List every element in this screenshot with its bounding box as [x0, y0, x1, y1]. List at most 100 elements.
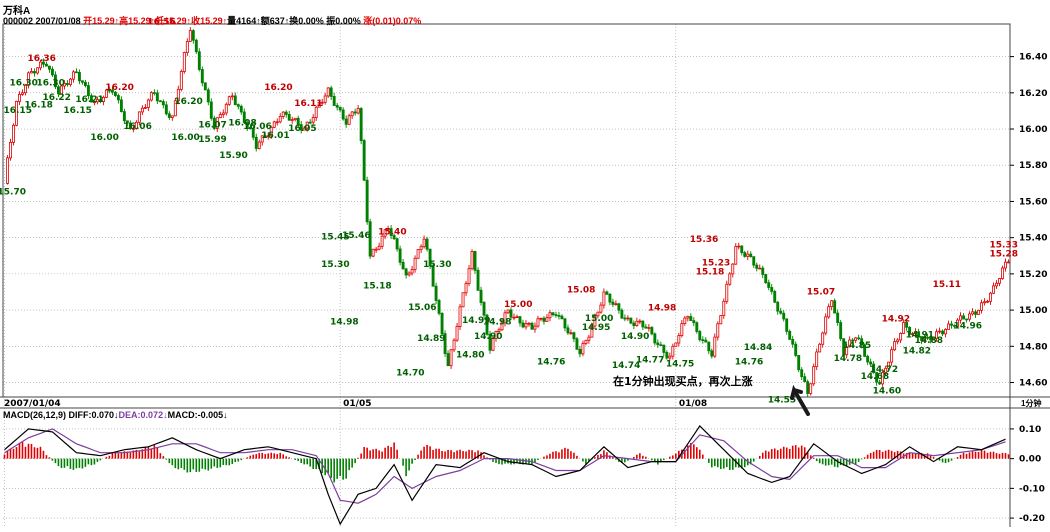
- price-point-label: 14.95: [582, 323, 610, 333]
- candle-body: [1001, 267, 1004, 279]
- price-point-label: 14.85: [843, 341, 871, 351]
- candle-body: [9, 141, 12, 159]
- candle-body: [425, 238, 429, 250]
- candle-body: [287, 114, 291, 121]
- candle-body: [875, 372, 879, 383]
- candle-body: [311, 117, 315, 123]
- candle-body: [704, 339, 708, 343]
- price-point-label: 15.30: [423, 260, 451, 270]
- candle-body: [278, 116, 282, 123]
- candle-body: [764, 274, 768, 284]
- stock-name: 万科A: [3, 6, 31, 17]
- candle-body: [272, 121, 276, 128]
- arrow-icon: [790, 384, 810, 416]
- candle-body: [359, 108, 363, 141]
- candle-body: [932, 337, 936, 341]
- candle-body: [983, 301, 986, 304]
- candle-body: [74, 71, 78, 74]
- price-point-label: 15.18: [696, 267, 724, 277]
- price-point-label: 16.01: [261, 131, 289, 141]
- candle-body: [71, 71, 75, 80]
- price-tick-label: 16.40: [1019, 53, 1047, 63]
- price-point-label: 14.91: [906, 330, 934, 340]
- candle-body: [686, 316, 690, 319]
- candle-body: [39, 61, 42, 69]
- candle-body: [497, 329, 501, 332]
- candle-body: [788, 330, 792, 340]
- candle-body: [464, 283, 468, 294]
- candle-body: [968, 313, 971, 320]
- price-point-label: 14.88: [915, 336, 943, 346]
- candle-body: [398, 248, 402, 263]
- candle-body: [563, 318, 567, 329]
- candle-body: [326, 87, 330, 97]
- candle-body: [893, 341, 897, 351]
- candle-body: [809, 383, 813, 394]
- price-point-label: 14.76: [537, 358, 565, 368]
- price-point-label: 14.75: [666, 359, 694, 369]
- candle-body: [383, 229, 387, 237]
- candle-body: [995, 282, 998, 287]
- candle-body: [821, 332, 825, 345]
- candle-body: [51, 68, 54, 76]
- candle-body: [344, 118, 348, 125]
- candle-body: [962, 315, 965, 320]
- candle-body: [794, 343, 798, 356]
- candle-body: [767, 282, 771, 288]
- candle-body: [152, 92, 156, 94]
- candle-body: [27, 72, 30, 86]
- price-point-label: 14.72: [870, 365, 898, 375]
- candle-body: [614, 303, 618, 306]
- candle-body: [668, 355, 672, 359]
- candle-body: [977, 309, 980, 315]
- date-tick-label: 01/08: [679, 399, 707, 409]
- candle-body: [176, 88, 180, 102]
- candle-body: [254, 136, 258, 149]
- candle-body: [377, 245, 381, 250]
- candle-body: [191, 30, 195, 41]
- candle-body: [251, 128, 255, 138]
- candle-body: [500, 322, 504, 331]
- candle-body: [719, 315, 723, 325]
- candle-body: [839, 322, 843, 340]
- candle-body: [407, 272, 411, 276]
- candle-body: [677, 335, 681, 344]
- candle-body: [611, 301, 615, 305]
- candle-body: [143, 107, 147, 109]
- macd-tick-label: 0.00: [1019, 455, 1041, 465]
- candle-body: [224, 103, 228, 114]
- price-point-label: 16.07: [198, 120, 226, 130]
- macd-dea-value: DEA:0.072↓: [118, 410, 168, 420]
- candle-body: [140, 107, 144, 113]
- price-point-label: 15.00: [504, 300, 532, 310]
- candle-body: [42, 61, 45, 65]
- candle-body: [896, 339, 900, 343]
- candle-body: [527, 322, 531, 325]
- candle-body: [290, 119, 294, 121]
- price-point-label: 16.05: [288, 124, 316, 134]
- candle-body: [92, 101, 96, 104]
- candle-body: [33, 71, 36, 74]
- candle-body: [617, 303, 621, 311]
- candle-body: [395, 238, 399, 250]
- candle-body: [80, 80, 84, 83]
- price-point-label: 14.80: [456, 350, 484, 360]
- candle-body: [599, 304, 603, 313]
- candle-body: [905, 322, 909, 328]
- price-tick-label: 16.00: [1019, 125, 1047, 135]
- candle-body: [368, 221, 372, 257]
- candle-body: [884, 367, 888, 373]
- candle-body: [182, 52, 186, 72]
- candle-body: [557, 315, 561, 317]
- candle-body: [542, 317, 546, 322]
- price-point-label: 14.89: [417, 334, 445, 344]
- candle-body: [596, 311, 600, 317]
- candle-body: [479, 289, 483, 303]
- candle-body: [89, 95, 93, 103]
- buy-point-annotation: 在1分钟出现买点，再次上涨: [613, 374, 753, 388]
- candle-body: [608, 293, 612, 303]
- price-point-label: 15.23: [702, 258, 730, 268]
- candle-body: [218, 114, 222, 119]
- candle-body: [587, 336, 591, 341]
